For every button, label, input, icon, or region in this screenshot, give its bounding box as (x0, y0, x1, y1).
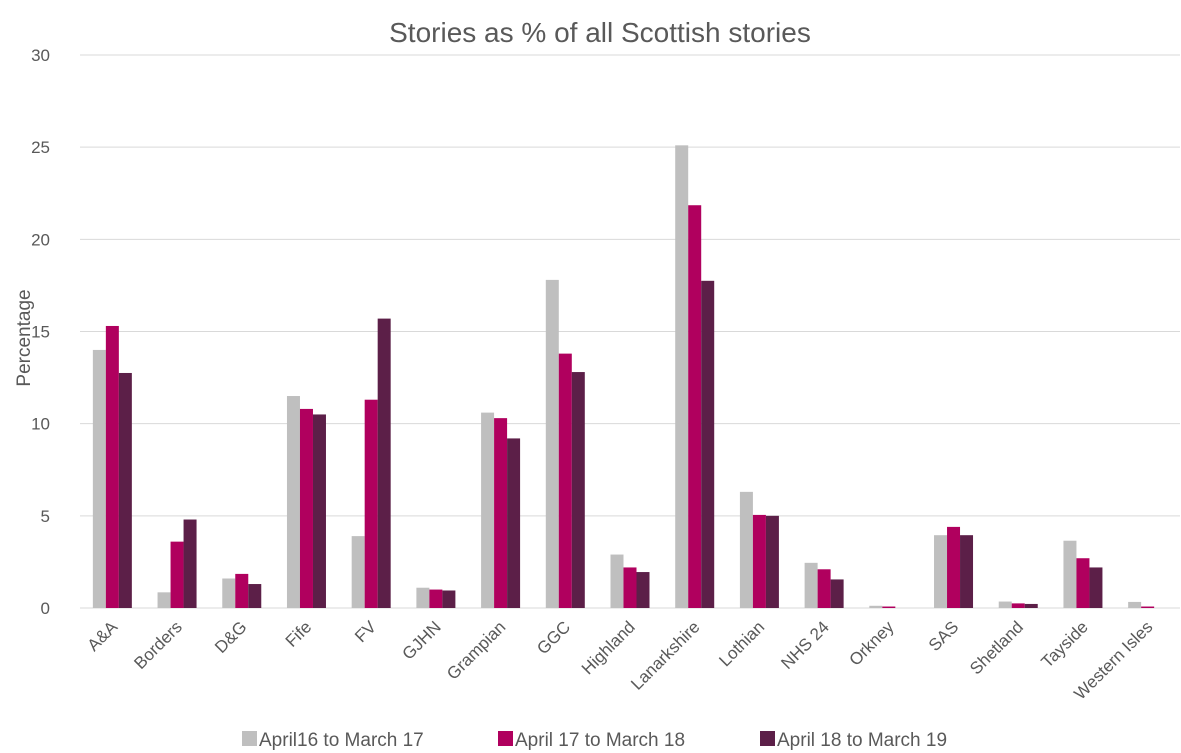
x-category-label: GJHN (399, 617, 445, 663)
bar-april-17-to-march-18-grampian (494, 418, 508, 608)
bar-april-18-to-march-19-borders (183, 519, 197, 608)
x-category-label: NHS 24 (777, 617, 833, 673)
bar-april16-to-march-17-tayside (1063, 540, 1077, 608)
bar-april-18-to-march-19-gjhn (442, 590, 456, 608)
bar-april16-to-march-17-d-g (222, 578, 236, 608)
y-axis-label: Percentage (14, 289, 35, 386)
legend-label: April16 to March 17 (259, 730, 424, 751)
x-category-label: Lothian (715, 617, 768, 670)
x-category-label: Highland (578, 617, 639, 678)
bar-april-17-to-march-18-tayside (1076, 558, 1090, 608)
bar-april-17-to-march-18-highland (623, 567, 637, 608)
x-category-label: Orkney (845, 617, 898, 670)
bar-april-18-to-march-19-highland (636, 572, 650, 608)
bar-april-18-to-march-19-fv (377, 318, 391, 608)
x-category-label: GGC (533, 617, 574, 658)
bar-april16-to-march-17-lothian (739, 491, 753, 608)
bar-april-18-to-march-19-a-a (118, 372, 132, 608)
bar-april-17-to-march-18-fv (364, 399, 378, 608)
y-axis-ticks: 0 5 10 15 20 25 30 (31, 46, 50, 618)
bar-april-17-to-march-18-shetland (1011, 603, 1025, 608)
legend: April16 to March 17 April 17 to March 18 A… (242, 730, 947, 751)
bar-april-18-to-march-19-nhs-24 (830, 579, 844, 608)
bar-april-18-to-march-19-fife (312, 414, 326, 608)
gridlines (80, 54, 1180, 609)
bar-april-17-to-march-18-lothian (752, 514, 766, 608)
x-category-label: Grampian (443, 617, 509, 683)
y-tick-label: 0 (41, 599, 50, 618)
y-tick-label: 25 (31, 138, 50, 157)
bar-april16-to-march-17-western-isles (1128, 601, 1142, 608)
bar-april16-to-march-17-sas (934, 535, 948, 608)
legend-swatch (498, 731, 513, 746)
x-category-label: Fife (282, 617, 315, 650)
bar-april16-to-march-17-fv (351, 536, 365, 608)
bar-april-18-to-march-19-sas (960, 535, 974, 608)
bar-april16-to-march-17-shetland (998, 601, 1012, 608)
x-category-label: FV (351, 617, 380, 646)
bar-april-18-to-march-19-grampian (507, 438, 521, 608)
bar-april-17-to-march-18-borders (170, 541, 184, 608)
bar-april-17-to-march-18-gjhn (429, 589, 443, 608)
bar-april16-to-march-17-ggc (545, 279, 559, 608)
bar-april16-to-march-17-highland (610, 554, 624, 608)
legend-swatch (760, 731, 775, 746)
bar-april-17-to-march-18-western-isles (1141, 606, 1155, 608)
bar-april-17-to-march-18-fife (299, 408, 313, 608)
bar-april16-to-march-17-fife (286, 396, 300, 608)
bar-april-17-to-march-18-d-g (235, 573, 249, 608)
bar-april16-to-march-17-borders (157, 592, 171, 608)
bar-april-17-to-march-18-orkney (882, 606, 896, 608)
bar-april-18-to-march-19-tayside (1089, 567, 1103, 608)
y-tick-label: 5 (41, 507, 50, 526)
bar-april-17-to-march-18-nhs-24 (817, 569, 831, 608)
legend-swatch (242, 731, 257, 746)
y-tick-label: 20 (31, 230, 50, 249)
bar-april16-to-march-17-grampian (481, 412, 495, 608)
bars (92, 145, 1155, 608)
x-category-label: SAS (925, 617, 962, 654)
bar-april-18-to-march-19-shetland (1024, 603, 1038, 608)
x-category-label: A&A (84, 617, 122, 655)
bar-april-17-to-march-18-a-a (105, 325, 119, 608)
legend-label: April 18 to March 19 (777, 730, 947, 751)
bar-april16-to-march-17-gjhn (416, 587, 430, 608)
bar-april-17-to-march-18-lanarkshire (688, 205, 702, 608)
y-tick-label: 15 (31, 323, 50, 342)
x-category-label: D&G (211, 617, 250, 656)
y-tick-label: 30 (31, 46, 50, 65)
chart-title: Stories as % of all Scottish stories (389, 17, 811, 48)
bar-april-18-to-march-19-lanarkshire (701, 280, 715, 608)
bar-april16-to-march-17-lanarkshire (675, 145, 689, 608)
x-category-label: Tayside (1038, 617, 1092, 671)
bar-april16-to-march-17-nhs-24 (804, 562, 818, 608)
x-category-label: Shetland (966, 617, 1027, 678)
x-category-label: Borders (130, 617, 186, 673)
bar-april-17-to-march-18-sas (947, 526, 961, 608)
bar-april16-to-march-17-orkney (869, 605, 883, 608)
bar-april16-to-march-17-a-a (92, 349, 106, 608)
x-category-label: Lanarkshire (627, 617, 703, 693)
y-tick-label: 10 (31, 415, 50, 434)
bar-april-18-to-march-19-ggc (571, 372, 585, 608)
bar-april-18-to-march-19-lothian (765, 515, 779, 608)
bar-april-18-to-march-19-d-g (248, 584, 262, 608)
bar-april-17-to-march-18-ggc (558, 353, 572, 608)
legend-label: April 17 to March 18 (515, 730, 685, 751)
